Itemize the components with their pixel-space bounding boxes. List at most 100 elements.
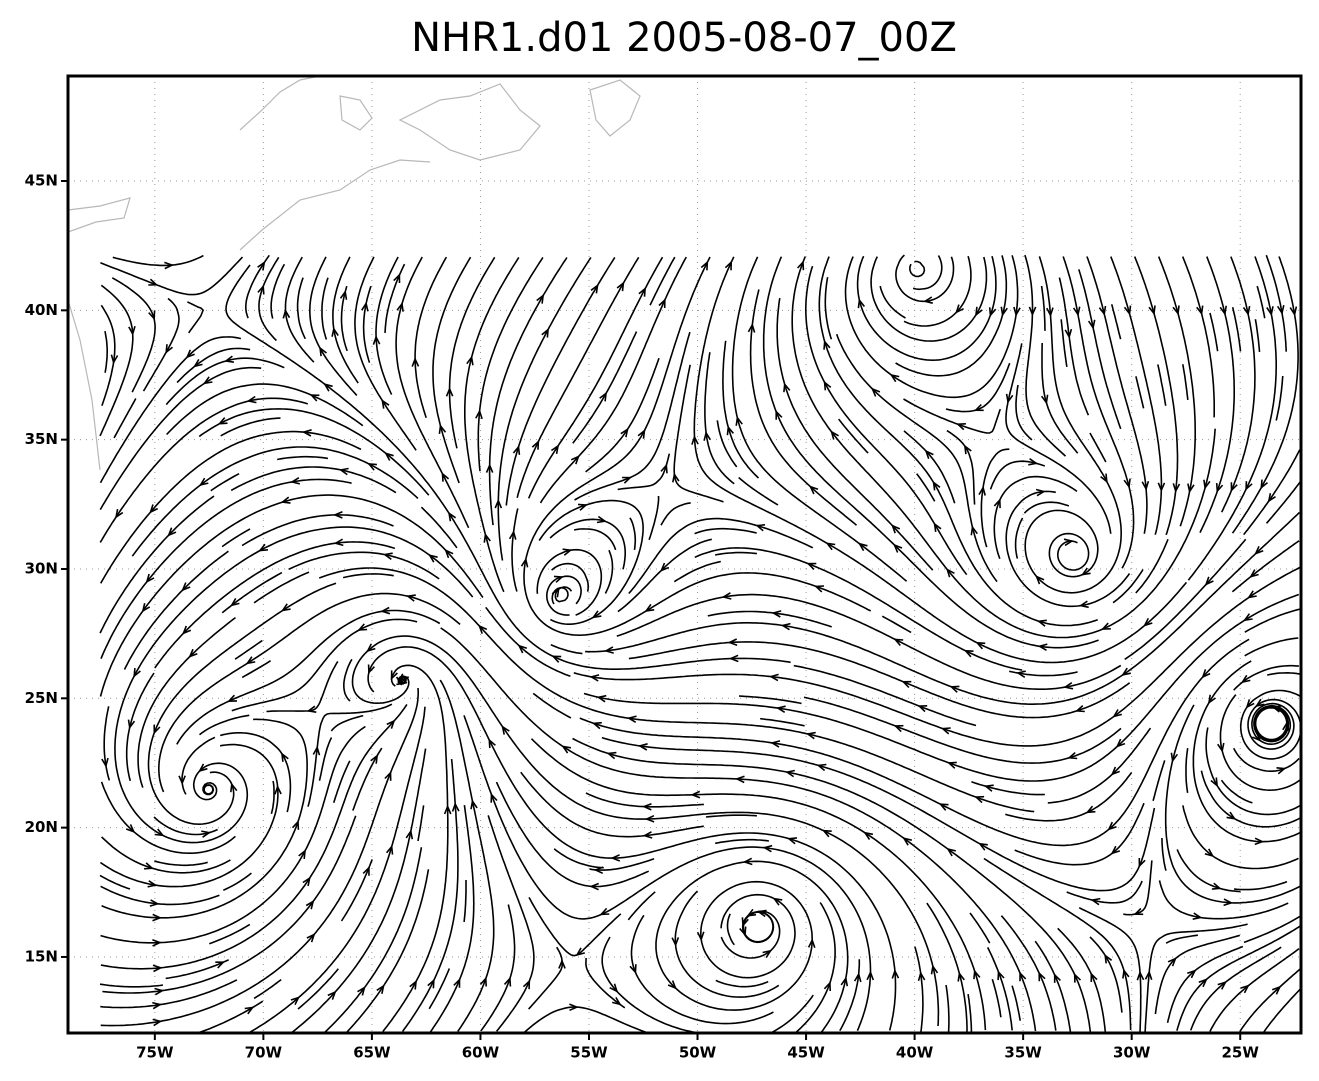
streamline <box>731 256 908 582</box>
arrowhead <box>298 849 306 859</box>
streamline <box>1024 254 1067 457</box>
arrowhead <box>1254 837 1265 846</box>
streamline <box>1110 256 1163 535</box>
arrowhead <box>305 899 315 910</box>
arrowhead <box>690 790 701 799</box>
arrowhead <box>762 844 773 853</box>
arrowhead <box>1157 482 1166 493</box>
streamline <box>726 913 735 946</box>
streamline <box>270 780 275 814</box>
streamline <box>1233 664 1299 691</box>
arrowhead <box>1245 699 1255 709</box>
streamline <box>1135 376 1145 409</box>
arrowhead <box>1107 821 1117 831</box>
arrowhead <box>1112 709 1122 718</box>
streamline <box>738 695 802 705</box>
streamline <box>154 860 208 867</box>
streamline <box>1060 319 1068 368</box>
streamline <box>1262 988 1301 1033</box>
streamline <box>221 571 283 614</box>
arrowhead <box>1123 478 1131 489</box>
arrowhead <box>797 260 805 271</box>
arrowhead <box>840 976 849 987</box>
streamline <box>1014 517 1024 559</box>
arrowhead <box>444 548 454 559</box>
streamlines <box>99 254 1301 1033</box>
arrowhead <box>290 996 301 1006</box>
arrowhead <box>728 654 739 663</box>
map-frame <box>66 74 1303 1035</box>
arrowhead <box>599 907 610 916</box>
streamline <box>971 781 1045 796</box>
arrowhead <box>755 524 766 532</box>
arrowhead <box>367 463 377 471</box>
arrowhead <box>257 260 266 271</box>
arrowhead <box>1211 882 1222 890</box>
arrowhead <box>427 978 435 989</box>
arrowhead <box>466 355 474 366</box>
arrowhead <box>405 829 414 840</box>
arrowhead <box>280 752 289 762</box>
arrowhead <box>227 694 238 702</box>
arrowhead <box>993 498 1001 509</box>
streamline <box>1233 880 1288 891</box>
arrowhead <box>1035 488 1046 497</box>
streamline <box>463 715 872 1032</box>
arrowhead <box>280 603 291 612</box>
arrowhead <box>569 1003 579 1012</box>
arrowhead <box>955 423 966 431</box>
arrowhead <box>1266 306 1274 317</box>
arrowhead <box>246 395 257 404</box>
arrowhead <box>152 913 163 922</box>
streamline <box>99 743 279 888</box>
arrowhead <box>1247 590 1257 599</box>
streamline <box>630 914 774 1025</box>
streamline <box>104 330 108 373</box>
streamline <box>99 874 131 890</box>
arrowhead <box>1122 968 1130 979</box>
arrowhead <box>945 568 955 578</box>
arrowhead <box>1170 752 1179 763</box>
streamline <box>230 466 397 494</box>
streamline <box>249 706 426 1033</box>
arrowhead <box>593 866 604 875</box>
arrowhead <box>1226 811 1237 820</box>
arrowhead <box>494 498 503 509</box>
arrowhead <box>1073 972 1082 983</box>
arrowhead <box>1204 576 1214 586</box>
streamline <box>266 660 339 713</box>
streamline <box>914 946 924 1033</box>
streamline <box>111 277 156 393</box>
arrowhead <box>258 543 269 552</box>
streamline <box>165 959 230 980</box>
arrowhead <box>536 293 545 304</box>
arrowhead <box>398 676 409 684</box>
arrowhead <box>181 625 192 635</box>
streamline <box>318 567 1035 813</box>
arrowhead <box>522 979 531 990</box>
arrowhead <box>508 529 517 540</box>
arrowhead <box>1100 473 1108 484</box>
streamline <box>945 362 1011 413</box>
arrowhead <box>780 622 791 631</box>
streamline <box>573 528 617 551</box>
arrowhead <box>1267 493 1276 503</box>
y-tick-label: 25N <box>25 689 58 707</box>
arrowhead <box>1053 973 1061 983</box>
streamline <box>142 297 180 392</box>
streamline <box>99 494 484 697</box>
arrowhead <box>1223 898 1234 907</box>
arrowhead <box>501 725 510 735</box>
streamline <box>1058 277 1090 416</box>
arrowhead <box>609 983 619 993</box>
arrowhead <box>217 417 228 425</box>
streamline <box>1231 307 1242 352</box>
arrowhead <box>154 987 165 996</box>
arrowhead <box>930 964 939 975</box>
arrowhead <box>821 829 832 838</box>
streamline <box>738 476 779 506</box>
arrowhead <box>1187 483 1195 494</box>
streamline <box>103 706 111 781</box>
streamline <box>705 814 757 818</box>
